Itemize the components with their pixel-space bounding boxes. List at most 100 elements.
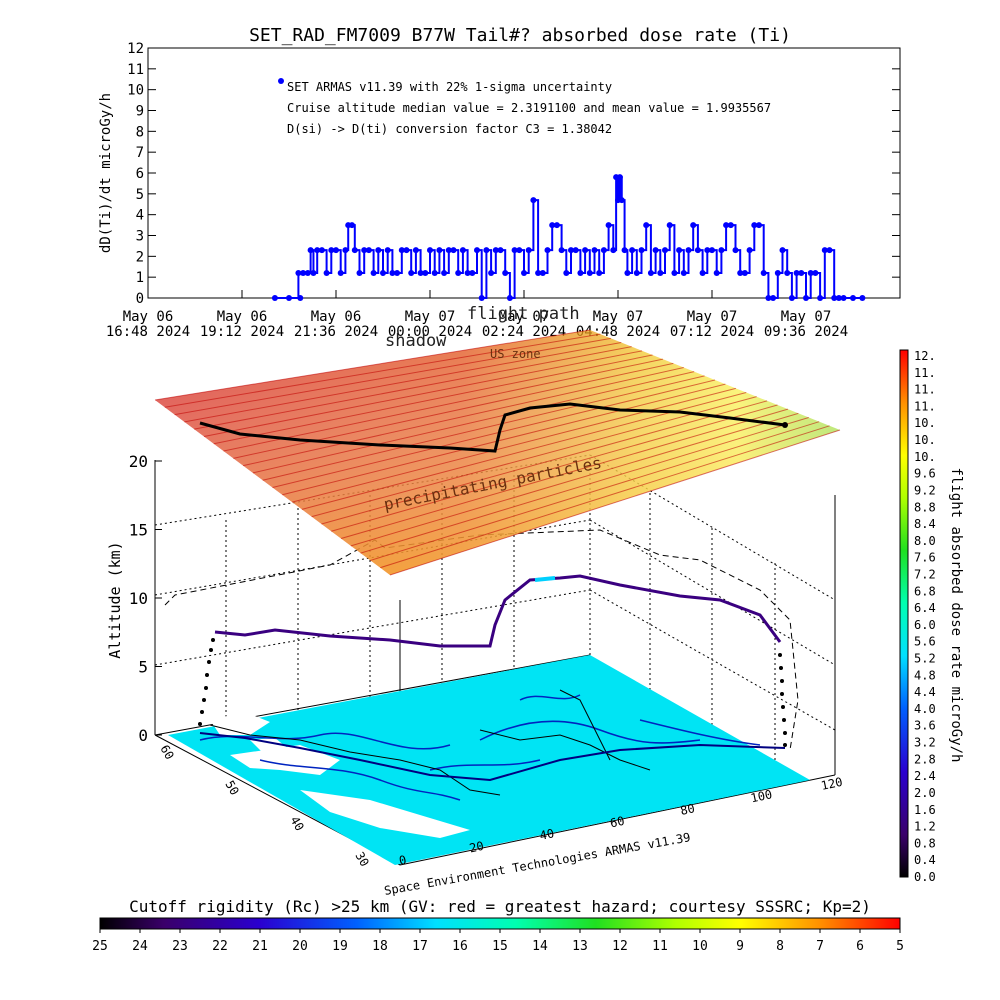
dose-rate-point	[521, 270, 527, 276]
x-tick-label-date: May 07	[593, 309, 644, 325]
dose-rate-point	[859, 295, 866, 301]
dose-rate-point	[492, 247, 499, 254]
dose-rate-point	[600, 247, 607, 254]
dose-rate-point	[394, 270, 401, 276]
sheet-mesh-line	[291, 387, 736, 503]
dose-rate-point	[704, 247, 711, 254]
rigidity-tick-label: 5	[896, 939, 904, 954]
dose-colorbar-tick-label: 8.4	[914, 517, 936, 531]
sheet-mesh-line	[233, 362, 674, 459]
dose-rate-point	[271, 295, 278, 301]
annotation-shadow: shadow	[385, 331, 447, 351]
dose-colorbar-tick-label: 11.	[914, 399, 936, 413]
map-x-tick-label: 0	[398, 853, 408, 868]
sheet-mesh-line	[370, 421, 820, 561]
dose-rate-point	[544, 247, 551, 254]
dose-colorbar-tick-label: 5.6	[914, 635, 936, 649]
x-tick-label-date: May 06	[123, 309, 174, 325]
sheet-mesh-line	[360, 417, 809, 554]
dose-rate-point	[558, 247, 565, 254]
dose-rate-point	[676, 247, 683, 254]
dose-rate-point	[417, 270, 424, 276]
dose-colorbar-tick-label: 10.	[914, 433, 936, 447]
dose-rate-point	[408, 270, 415, 276]
dose-rate-point	[333, 247, 339, 254]
dose-rate-point	[337, 270, 344, 276]
dose-rate-point	[629, 247, 636, 254]
top-y-axis-label: dD(Ti)/dt microGy/h	[98, 93, 114, 253]
altitude-3d-panel: 0 5 10 15 20 Altitude (km) 0 20 40 60 80 100 120 3…	[106, 304, 844, 898]
dose-colorbar-tick-label: 3.6	[914, 719, 936, 733]
dose-rate-point	[779, 247, 786, 254]
dose-rate-point	[310, 270, 317, 276]
y-tick-label: 10	[127, 83, 144, 99]
dose-rate-point	[389, 270, 396, 276]
landing-dots	[778, 653, 787, 747]
dose-rate-point	[751, 222, 758, 229]
dose-colorbar-tick-label: 0.8	[914, 836, 936, 850]
dose-colorbar-tick-label: 6.8	[914, 584, 936, 598]
rigidity-tick-label: 12	[612, 939, 628, 954]
y-tick-label: 6	[136, 166, 144, 182]
dose-rate-point	[342, 247, 349, 254]
rigidity-colorbar-label: Cutoff rigidity (Rc) >25 km (GV: red = g…	[129, 897, 871, 916]
dose-rate-point	[351, 247, 358, 254]
x-tick-label-date: May 06	[217, 309, 268, 325]
sheet-mesh-line	[262, 375, 705, 481]
dose-rate-point	[525, 247, 532, 254]
dose-rate-point	[647, 270, 654, 276]
y-tick-label: 9	[136, 104, 144, 120]
dose-rate-point	[365, 247, 372, 254]
rigidity-tick-label: 23	[172, 939, 188, 954]
y-tick-label: 8	[136, 124, 144, 140]
dose-rate-point	[398, 247, 405, 254]
map-y-tick-label: 50	[222, 778, 241, 798]
dose-rate-point	[652, 247, 659, 254]
dose-rate-point	[488, 270, 495, 276]
x-tick-label-time: 21:36 2024	[294, 324, 378, 340]
dose-rate-point	[596, 270, 603, 276]
x-tick-label-time: 19:12 2024	[200, 324, 284, 340]
dose-rate-point	[307, 247, 314, 254]
rigidity-tick-label: 10	[692, 939, 708, 954]
dose-colorbar-tick-label: 0.0	[914, 870, 936, 884]
dose-rate-point	[835, 295, 842, 301]
legend: SET ARMAS v11.39 with 22% 1-sigma uncert…	[278, 78, 771, 136]
rigidity-tick-label: 19	[332, 939, 348, 954]
dose-rate-point	[723, 222, 730, 229]
dose-rate-point	[831, 295, 838, 301]
sheet-mesh-line	[311, 396, 757, 518]
map-y-axis: 30 40 50 60	[157, 743, 371, 870]
map-coastlines	[199, 694, 761, 801]
dose-colorbar-tick-label: 1.6	[914, 803, 936, 817]
y-tick-label: 1	[136, 270, 144, 286]
dose-rate-point	[422, 270, 429, 276]
sheet-mesh-line	[389, 429, 841, 576]
dose-colorbar-tick-label: 9.6	[914, 467, 936, 481]
dose-rate-point	[375, 247, 382, 254]
map-y-tick-label: 30	[352, 850, 371, 870]
dose-rate-point	[530, 197, 537, 204]
dose-colorbar: 0.0 0.4 0.8 1.2 1.6 2.0 2.4 2.8 3.2 3.6 4.0 4.4 4.8 5…	[899, 349, 964, 884]
dose-rate-point	[793, 270, 800, 276]
y-tick-label: 12	[127, 41, 144, 57]
dose-rate-point	[469, 270, 476, 276]
y-tick-label: 2	[136, 249, 144, 265]
dose-rate-point	[427, 247, 433, 254]
map-x-tick-label: 40	[538, 826, 555, 843]
dose-rate-point	[671, 270, 678, 276]
x-tick-label-date: May 07	[405, 309, 456, 325]
map-x-tick-label: 120	[820, 775, 844, 793]
sheet-mesh-line	[272, 379, 716, 488]
shadow-track	[164, 529, 799, 751]
dose-colorbar-tick-label: 4.4	[914, 685, 936, 699]
dose-rate-point	[694, 247, 701, 254]
rigidity-tick-label: 7	[816, 939, 824, 954]
dose-colorbar-tick-label: 3.2	[914, 736, 936, 750]
dose-rate-point	[727, 222, 734, 229]
dose-colorbar-label: flight absorbed dose rate microGy/h	[948, 467, 964, 762]
